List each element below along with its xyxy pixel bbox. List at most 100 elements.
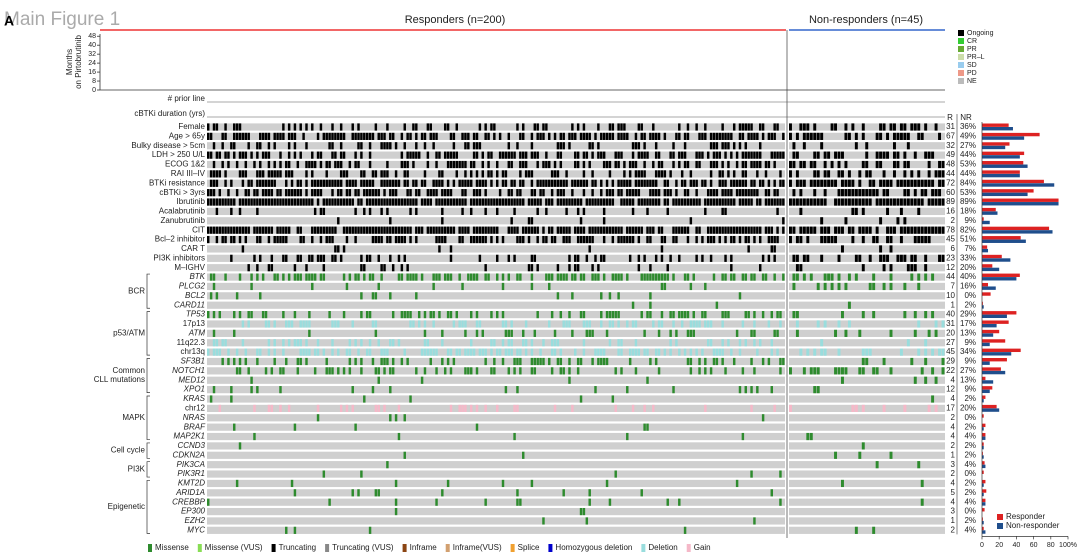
sample-cell [799, 348, 803, 356]
sample-cell [730, 151, 733, 159]
sample-cell [522, 226, 525, 234]
sample-cell [776, 189, 779, 197]
sample-cell [386, 179, 389, 187]
sample-cell [322, 207, 326, 216]
y-tick-label: 48 [88, 33, 96, 40]
sample-cell [438, 273, 441, 281]
sample-cell [435, 498, 438, 506]
sample-cell [753, 235, 756, 244]
bar [982, 520, 984, 525]
sample-cell [357, 198, 360, 206]
sample-cell [934, 376, 938, 384]
sample-cell [259, 226, 262, 234]
sample-cell [637, 123, 641, 131]
sample-cell [548, 357, 551, 366]
sample-cell [799, 226, 803, 234]
sample-cell [296, 189, 300, 197]
sample-cell [789, 132, 792, 140]
sample-cell [438, 151, 441, 159]
sample-cell [889, 179, 893, 187]
sample-cell [620, 151, 623, 159]
sample-cell [446, 273, 450, 281]
sample-cell [224, 151, 227, 159]
sample-cell [461, 226, 464, 234]
sample-cell [640, 226, 643, 234]
sample-cell [906, 339, 910, 347]
sample-cell [582, 170, 586, 178]
sample-cell [695, 226, 698, 234]
sample-cell [311, 235, 314, 244]
sample-cell [493, 198, 496, 206]
sample-cell [744, 311, 747, 319]
legend-swatch [325, 544, 330, 552]
sample-cell [879, 160, 883, 169]
row-background [207, 442, 785, 450]
sample-cell [649, 189, 652, 197]
sample-cell [380, 273, 383, 281]
sample-cell [735, 329, 739, 337]
sample-cell [750, 123, 753, 131]
sample-cell [770, 245, 774, 253]
sample-cell [368, 226, 372, 234]
sample-cell [660, 245, 664, 253]
sample-cell [730, 189, 733, 197]
bar [982, 220, 990, 225]
r-percent: 16 [946, 207, 955, 216]
sample-cell [550, 311, 554, 319]
sample-cell [837, 367, 841, 375]
sample-cell [230, 254, 233, 262]
sample-cell [264, 179, 268, 187]
sample-cell [550, 339, 554, 347]
nr-percent: 16% [960, 282, 976, 291]
sample-cell [931, 367, 935, 375]
sample-cell [617, 123, 620, 131]
sample-cell [556, 226, 560, 234]
sample-cell [247, 132, 250, 140]
sample-cell [449, 132, 453, 140]
sample-cell [513, 179, 516, 187]
sample-cell [403, 198, 406, 206]
sample-cell [568, 254, 571, 262]
row-background [789, 451, 945, 459]
sample-cell [588, 226, 591, 234]
sample-cell [386, 226, 389, 234]
sample-cell [683, 179, 687, 187]
sample-cell [319, 151, 323, 159]
sample-cell [823, 282, 827, 291]
sample-cell [542, 123, 545, 131]
sample-cell [464, 367, 467, 375]
sample-cell [709, 198, 713, 206]
sample-cell [400, 357, 404, 366]
sample-cell [319, 179, 323, 187]
bar [982, 380, 994, 384]
sample-cell [513, 151, 516, 159]
sample-cell [426, 348, 430, 356]
sample-cell [397, 226, 401, 234]
sample-cell [614, 311, 617, 319]
sample-cell [730, 273, 733, 281]
bar [982, 445, 984, 450]
sample-cell [672, 320, 675, 328]
sample-cell [412, 123, 415, 131]
sample-cell [611, 311, 615, 319]
sample-cell [423, 179, 427, 187]
sample-cell [250, 273, 253, 281]
nr-percent: 2% [964, 300, 976, 309]
sample-cell [461, 160, 464, 169]
sample-cell [461, 189, 464, 197]
sample-cell [496, 404, 499, 412]
legend-label: Missense [155, 543, 189, 552]
sample-cell [241, 226, 245, 234]
sample-cell [207, 348, 210, 356]
sample-cell [316, 414, 320, 422]
bar [982, 267, 1000, 272]
sample-cell [865, 226, 869, 234]
sample-cell [475, 179, 479, 187]
sample-cell [747, 198, 750, 206]
sample-cell [230, 226, 233, 234]
sample-cell [290, 170, 294, 178]
sample-cell [623, 179, 626, 187]
sample-cell [247, 179, 250, 187]
sample-cell [209, 170, 213, 178]
sample-cell [683, 160, 687, 169]
